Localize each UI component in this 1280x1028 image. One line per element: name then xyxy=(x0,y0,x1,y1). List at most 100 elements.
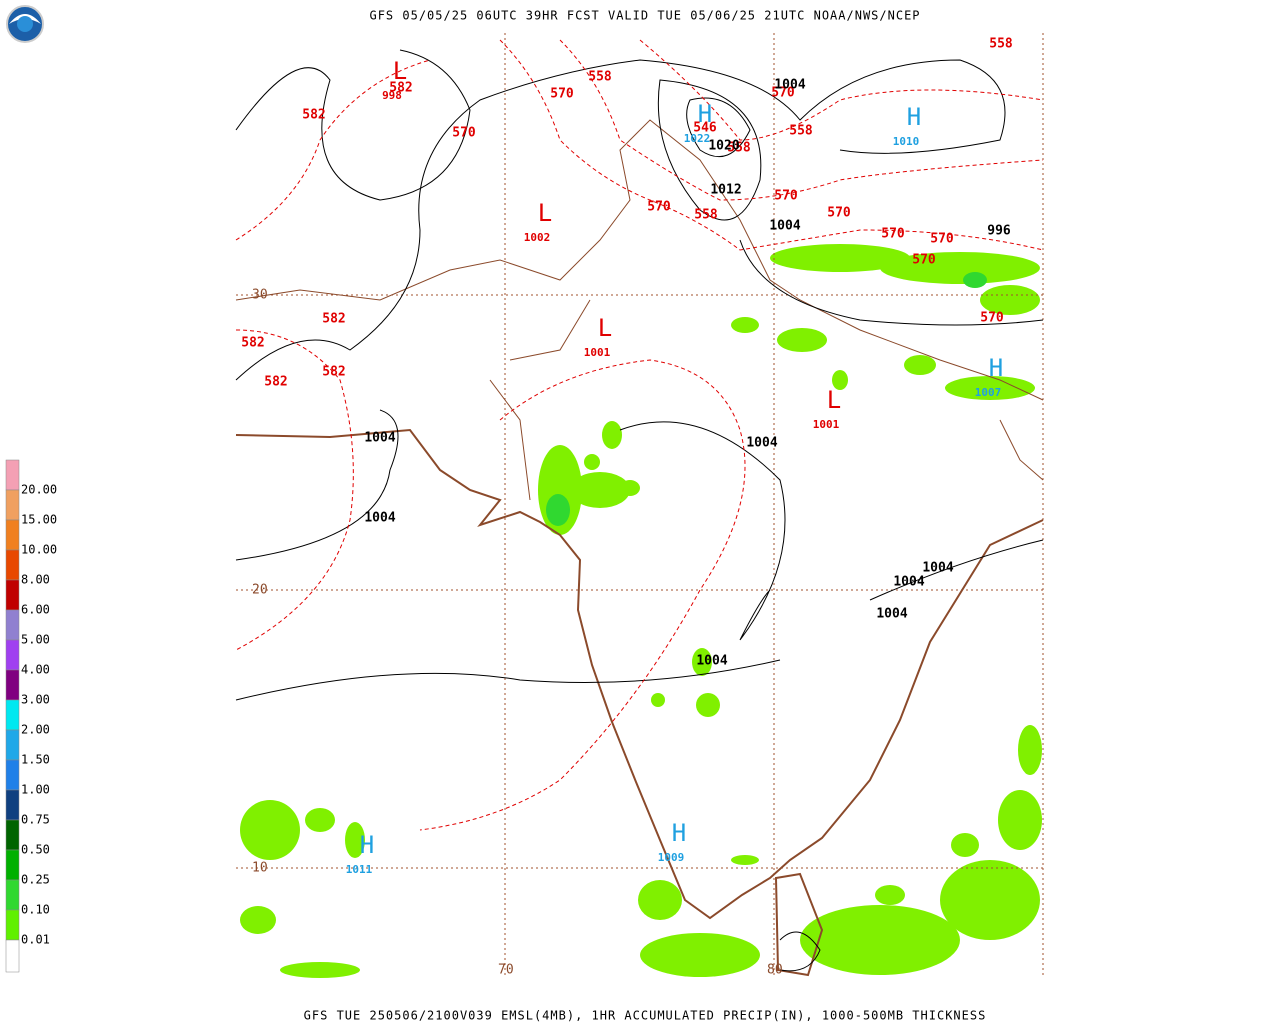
thickness-label: 546 xyxy=(693,121,717,136)
legend-label: 20.00 xyxy=(21,483,57,497)
legend-label: 0.10 xyxy=(21,903,50,917)
latitude-label: 30 xyxy=(252,288,268,303)
longitude-label: 80 xyxy=(767,963,783,978)
thickness-label: 558 xyxy=(588,70,612,85)
isobar-label: 1004 xyxy=(893,575,924,590)
isobar-label: 1004 xyxy=(876,607,907,622)
thickness-label: 570 xyxy=(912,253,936,268)
legend-swatch xyxy=(5,939,20,973)
precip-areas-heavier xyxy=(546,272,987,526)
legend-swatch xyxy=(5,849,20,881)
map-body xyxy=(235,33,1044,978)
thickness-label: 582 xyxy=(322,312,345,327)
latitude-label: 20 xyxy=(252,583,268,598)
isobar-label: 1004 xyxy=(364,511,395,526)
thickness-label: 570 xyxy=(881,227,905,242)
legend-label: 5.00 xyxy=(21,633,50,647)
legend-swatch xyxy=(5,729,20,761)
isobar-label: 1004 xyxy=(364,431,395,446)
thickness-label: 582 xyxy=(322,365,345,380)
pressure-center-symbol: L xyxy=(598,314,612,342)
coastline xyxy=(235,119,1044,977)
thickness-label: 582 xyxy=(389,81,412,96)
thickness-label: 582 xyxy=(264,375,287,390)
pressure-center-value: 1001 xyxy=(813,418,840,431)
isobar-label: 996 xyxy=(987,224,1011,239)
isobars xyxy=(235,49,1044,972)
thickness-label: 570 xyxy=(774,189,798,204)
isobar-label: 1004 xyxy=(769,219,800,234)
thickness-label: 570 xyxy=(980,311,1004,326)
legend-label: 8.00 xyxy=(21,573,50,587)
thickness-label: 558 xyxy=(789,124,813,139)
header-title: GFS 05/05/25 06UTC 39HR FCST VALID TUE 0… xyxy=(369,9,920,23)
longitude-label: 70 xyxy=(498,963,514,978)
isobar-label: 1004 xyxy=(774,78,805,93)
thickness-label: 570 xyxy=(647,200,671,215)
legend-swatch xyxy=(5,549,20,581)
legend-label: 4.00 xyxy=(21,663,50,677)
isobar-label: 1004 xyxy=(746,436,777,451)
legend-swatch xyxy=(5,699,20,731)
thickness-label: 582 xyxy=(241,336,264,351)
legend-swatch xyxy=(5,669,20,701)
legend-swatch xyxy=(5,759,20,791)
pressure-center-symbol: L xyxy=(827,386,841,414)
legend-swatch xyxy=(5,519,20,551)
legend-label: 2.00 xyxy=(21,723,50,737)
thickness-contours xyxy=(235,39,1044,831)
isobar-label: 1004 xyxy=(922,561,953,576)
latitude-label: 10 xyxy=(252,861,268,876)
legend-label: 15.00 xyxy=(21,513,57,527)
legend-swatch xyxy=(5,489,20,521)
legend-label: 3.00 xyxy=(21,693,50,707)
pressure-center-value: 1009 xyxy=(658,851,685,864)
precip-areas xyxy=(240,244,1042,978)
pressure-center-symbol: H xyxy=(360,831,374,859)
legend-swatch xyxy=(5,789,20,821)
pressure-center-value: 1007 xyxy=(975,386,1002,399)
thickness-label: 570 xyxy=(452,126,476,141)
thickness-label: 570 xyxy=(827,206,851,221)
thickness-label: 570 xyxy=(771,86,795,101)
legend-label: 0.25 xyxy=(21,873,50,887)
thickness-label: 570 xyxy=(550,87,574,102)
pressure-center-symbol: H xyxy=(989,354,1003,382)
footer-text: GFS TUE 250506/2100V039 EMSL(4MB), 1HR A… xyxy=(304,1009,987,1023)
map-background xyxy=(236,33,1043,977)
legend-label: 0.50 xyxy=(21,843,50,857)
pressure-center-symbol: H xyxy=(672,819,686,847)
graticule xyxy=(236,33,1044,977)
pressure-center-value: 998 xyxy=(382,89,402,102)
legend-swatch xyxy=(5,459,20,491)
pressure-center-value: 1010 xyxy=(893,135,920,148)
pressure-center-value: 1011 xyxy=(346,863,373,876)
isobar-label: 1004 xyxy=(696,654,727,669)
legend-label: 1.50 xyxy=(21,753,50,767)
noaa-logo xyxy=(6,5,44,43)
pressure-center-value: 1022 xyxy=(684,132,711,145)
legend-swatch xyxy=(5,819,20,851)
legend-swatch xyxy=(5,609,20,641)
isobar-label: 1012 xyxy=(710,183,741,198)
pressure-center-value: 1001 xyxy=(584,346,611,359)
legend-label: 10.00 xyxy=(21,543,57,557)
legend-swatch xyxy=(5,579,20,611)
thickness-label: 582 xyxy=(302,108,325,123)
thickness-label: 558 xyxy=(694,208,718,223)
legend-label: 6.00 xyxy=(21,603,50,617)
legend-label: 0.75 xyxy=(21,813,50,827)
pressure-center-symbol: L xyxy=(393,57,407,85)
legend-swatch xyxy=(5,639,20,671)
thickness-label: 558 xyxy=(727,141,751,156)
pressure-center-symbol: H xyxy=(698,100,712,128)
legend-label: 1.00 xyxy=(21,783,50,797)
pressure-center-symbol: H xyxy=(907,103,921,131)
isobar-label: 1020 xyxy=(708,139,739,154)
thickness-label: 570 xyxy=(930,232,954,247)
pressure-center-value: 1002 xyxy=(524,231,551,244)
legend-swatch xyxy=(5,909,20,941)
pressure-center-symbol: L xyxy=(538,199,552,227)
